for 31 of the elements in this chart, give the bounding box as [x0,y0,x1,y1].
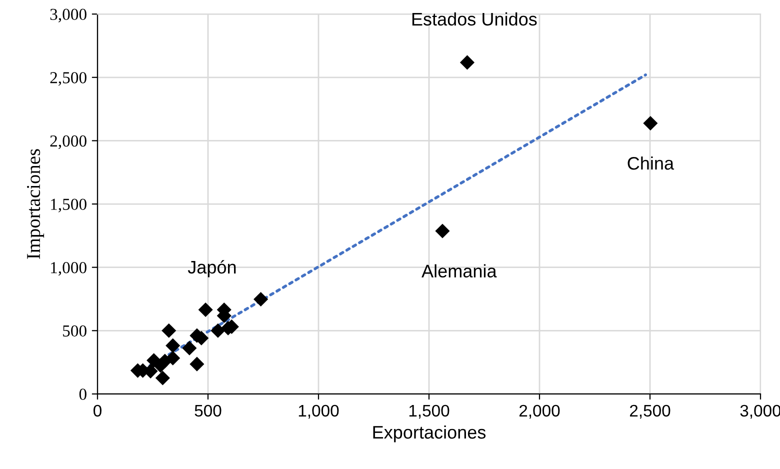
x-tick-label: 0 [94,404,102,417]
x-tick-label: 1,000 [298,404,339,419]
point [166,338,180,353]
x-tick-label: 500 [194,404,222,417]
y-tick-label: 2,000 [50,135,86,150]
y-tick-label: 1,500 [51,198,86,212]
point [198,302,213,318]
x-tick-label: 2,500 [630,404,670,419]
point [155,370,170,386]
y-tick-label: 1,000 [51,262,86,276]
x-tick-label: 1,500 [409,404,450,419]
x-axis-title: Exportaciones [373,425,486,442]
y-tick-label: 2,500 [50,72,86,86]
annotation: Estados Unidos [412,12,537,26]
point [190,356,204,372]
x-tick-label: 2,000 [519,404,560,419]
point [254,292,268,307]
point [460,55,475,70]
y-tick-label: 3,000 [50,8,86,22]
y-axis-title: Importaciones [27,149,44,259]
annotation: Alemania [422,264,497,278]
point [435,224,450,238]
annotation: Japón [188,260,236,278]
point [210,323,226,338]
point [166,350,180,366]
point [162,323,176,338]
point [643,116,658,131]
y-tick-label: 0 [79,388,86,400]
y-tick-label: 500 [63,325,86,337]
annotation: China [628,156,674,170]
point [182,340,197,356]
